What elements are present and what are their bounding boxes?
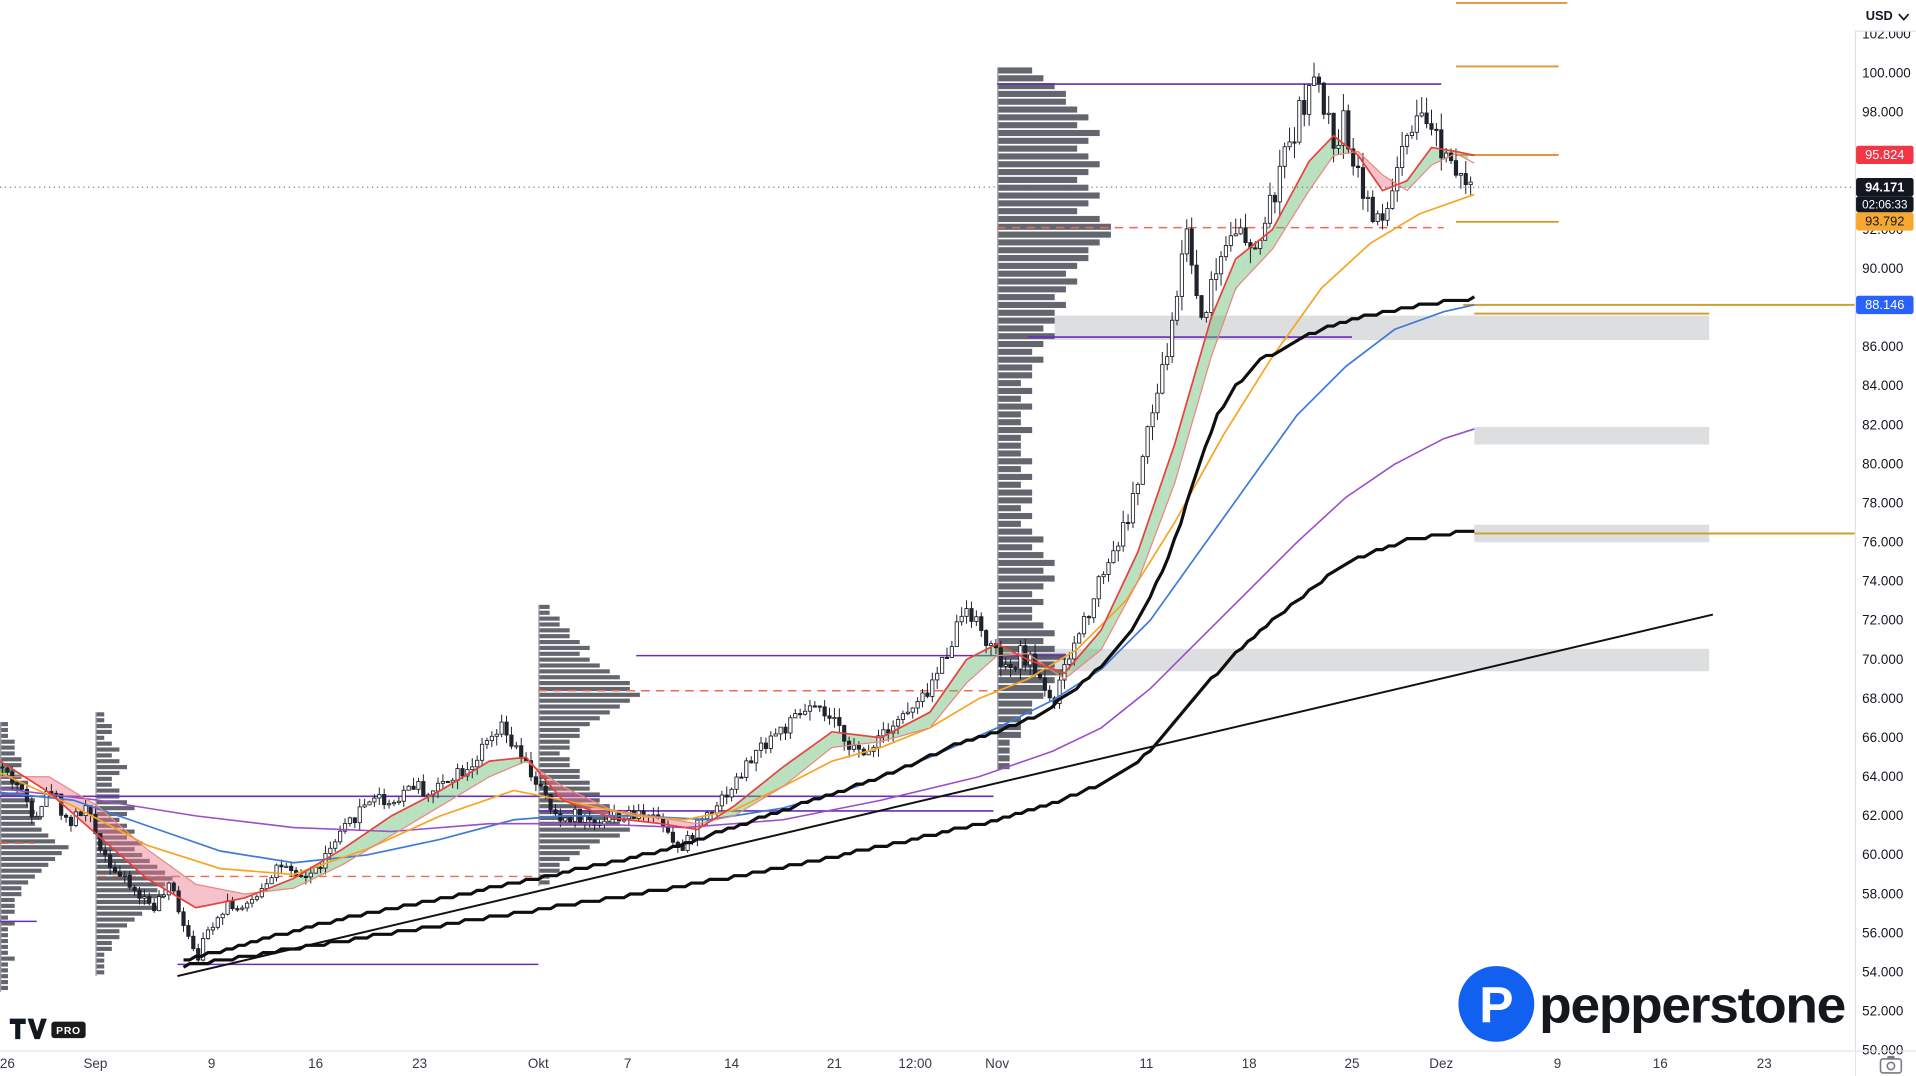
svg-text:84.000: 84.000 [1862, 378, 1903, 393]
svg-text:74.000: 74.000 [1862, 574, 1903, 589]
horizontal-levels[interactable] [0, 1, 1855, 978]
svg-text:80.000: 80.000 [1862, 456, 1903, 471]
svg-text:62.000: 62.000 [1862, 808, 1903, 823]
candlesticks [0, 62, 1473, 965]
svg-text:16: 16 [308, 1056, 323, 1071]
svg-text:66.000: 66.000 [1862, 730, 1903, 745]
cumulative-lines [182, 295, 1476, 969]
svg-text:90.000: 90.000 [1862, 261, 1903, 276]
svg-text:78.000: 78.000 [1862, 495, 1903, 510]
svg-text:23: 23 [412, 1056, 427, 1071]
svg-text:7: 7 [624, 1056, 631, 1071]
svg-text:14: 14 [724, 1056, 739, 1071]
svg-text:Nov: Nov [985, 1056, 1009, 1071]
svg-text:76.000: 76.000 [1862, 535, 1903, 550]
moving-averages [0, 134, 1475, 909]
pepperstone-wordmark: pepperstone [1539, 976, 1845, 1033]
svg-text:Sep: Sep [83, 1056, 107, 1071]
tradingview-logo[interactable]: PRO [9, 1018, 86, 1040]
camera-top [1887, 1055, 1895, 1060]
svg-text:54.000: 54.000 [1862, 964, 1903, 979]
svg-text:52.000: 52.000 [1862, 1004, 1903, 1019]
svg-text:93.792: 93.792 [1865, 214, 1904, 229]
svg-text:64.000: 64.000 [1862, 769, 1903, 784]
svg-text:56.000: 56.000 [1862, 925, 1903, 940]
svg-text:95.824: 95.824 [1865, 147, 1904, 162]
pro-badge-label: PRO [56, 1026, 81, 1037]
svg-text:12:00: 12:00 [898, 1056, 932, 1071]
svg-text:82.000: 82.000 [1862, 417, 1903, 432]
chevron-down-icon [1898, 13, 1910, 21]
supply-demand-zones [1003, 315, 1710, 672]
svg-text:94.171: 94.171 [1865, 179, 1904, 194]
camera-button[interactable] [1879, 1055, 1903, 1074]
tv-logo-v [27, 1018, 47, 1040]
svg-text:Dez: Dez [1429, 1056, 1453, 1071]
pepperstone-logo: P pepperstone [1458, 966, 1846, 1042]
svg-text:Okt: Okt [528, 1056, 549, 1071]
price-badges: 95.824 93.792 88.146 94.171 02:06:33 [1856, 145, 1914, 315]
svg-text:9: 9 [208, 1056, 215, 1071]
svg-text:58.000: 58.000 [1862, 886, 1903, 901]
ma-ribbon [0, 137, 1469, 908]
svg-text:21: 21 [827, 1056, 842, 1071]
svg-text:72.000: 72.000 [1862, 613, 1903, 628]
svg-text:50.000: 50.000 [1862, 1043, 1903, 1058]
currency-dropdown[interactable]: USD [1854, 0, 1916, 32]
tv-logo-t [9, 1018, 26, 1040]
pepperstone-initial: P [1479, 976, 1513, 1033]
volume-profiles [0, 67, 1111, 992]
svg-text:11: 11 [1139, 1056, 1153, 1071]
svg-text:23: 23 [1757, 1056, 1772, 1071]
pro-badge[interactable] [51, 1021, 86, 1039]
camera-lens [1886, 1061, 1896, 1071]
svg-text:68.000: 68.000 [1862, 691, 1903, 706]
time-axis[interactable]: 26 Sep 9 16 23 Okt 7 14 21 12:00 Nov 11 18 25 Dez 9 16 23 [0, 1050, 1916, 1076]
svg-text:100.000: 100.000 [1862, 66, 1911, 81]
svg-text:98.000: 98.000 [1862, 105, 1903, 120]
svg-text:02:06:33: 02:06:33 [1862, 199, 1907, 212]
svg-text:18: 18 [1242, 1056, 1257, 1071]
svg-text:60.000: 60.000 [1862, 847, 1903, 862]
svg-text:9: 9 [1554, 1056, 1561, 1071]
svg-text:70.000: 70.000 [1862, 652, 1903, 667]
currency-label: USD [1866, 8, 1893, 23]
svg-text:86.000: 86.000 [1862, 339, 1903, 354]
svg-text:26: 26 [0, 1056, 15, 1071]
pepperstone-mark [1458, 966, 1535, 1042]
svg-text:16: 16 [1653, 1056, 1668, 1071]
svg-text:25: 25 [1344, 1056, 1359, 1071]
svg-text:88.146: 88.146 [1865, 297, 1904, 312]
